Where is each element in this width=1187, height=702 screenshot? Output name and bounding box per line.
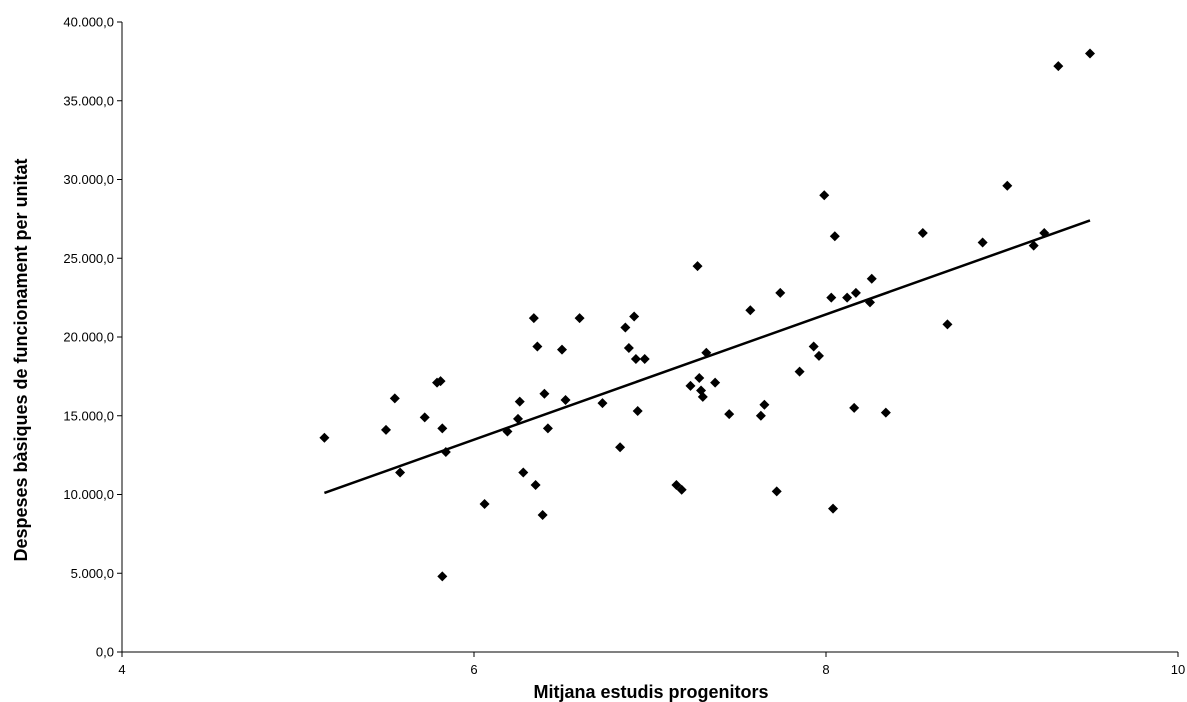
data-point: [880, 407, 891, 418]
data-point: [745, 305, 756, 316]
data-point: [528, 313, 539, 324]
data-point: [917, 228, 928, 239]
data-point: [826, 292, 837, 303]
y-axis-title: Despeses bàsiques de funcionament per un…: [11, 158, 31, 561]
data-point: [530, 480, 541, 491]
y-tick-label: 30.000,0: [63, 172, 114, 187]
y-tick-label: 10.000,0: [63, 487, 114, 502]
data-point: [537, 509, 548, 520]
data-point: [866, 273, 877, 284]
data-point: [794, 366, 805, 377]
data-point: [597, 398, 608, 409]
data-point: [828, 503, 839, 514]
data-point: [381, 424, 391, 435]
y-tick-label: 20.000,0: [63, 330, 114, 345]
data-point: [775, 287, 786, 298]
data-point: [514, 396, 525, 407]
data-point: [513, 413, 523, 424]
data-point: [1028, 240, 1039, 251]
data-point: [560, 395, 571, 405]
data-point: [639, 354, 650, 365]
data-point: [395, 467, 406, 478]
ticks: 0,0 5.000,0 10.000,0 15.000,0 20.000,0 25.000…: [63, 15, 1185, 678]
data-point: [694, 372, 705, 383]
x-axis-title: Mitjana estudis progenitors: [533, 682, 768, 702]
data-point: [319, 432, 330, 443]
axes: [121, 22, 1178, 653]
data-point: [437, 423, 448, 434]
data-point: [1002, 180, 1013, 191]
data-point: [819, 190, 830, 201]
x-tick-label: 10: [1171, 662, 1185, 677]
data-point: [557, 344, 567, 355]
data-point: [1053, 61, 1064, 72]
data-point: [629, 311, 640, 322]
data-point: [755, 410, 766, 421]
y-tick-label: 35.000,0: [63, 93, 114, 108]
data-point: [630, 354, 641, 365]
data-point: [419, 412, 430, 423]
data-point: [542, 423, 553, 434]
x-tick-label: 6: [470, 662, 477, 677]
data-point: [620, 322, 631, 333]
y-tick-label: 0,0: [96, 645, 114, 660]
data-point: [623, 343, 634, 354]
data-points: [319, 48, 1095, 582]
data-point: [724, 409, 735, 420]
data-point: [771, 486, 782, 497]
data-point: [539, 388, 550, 399]
data-point: [1085, 48, 1095, 59]
data-point: [437, 571, 448, 582]
y-tick-label: 5.000,0: [71, 566, 114, 581]
trendline-group: [323, 219, 1091, 495]
y-tick-label: 25.000,0: [63, 251, 114, 266]
data-point: [692, 261, 703, 272]
data-point: [574, 313, 585, 324]
data-point: [479, 498, 490, 509]
data-point: [850, 287, 861, 298]
data-point: [685, 380, 696, 391]
data-point: [435, 376, 446, 387]
data-point: [710, 377, 721, 388]
data-point: [849, 402, 860, 413]
data-point: [518, 467, 529, 478]
data-point: [808, 341, 819, 352]
data-point: [671, 480, 682, 491]
data-point: [532, 341, 543, 352]
data-point: [615, 442, 626, 453]
data-point: [632, 406, 643, 417]
data-point: [829, 231, 840, 242]
y-tick-label: 15.000,0: [63, 408, 114, 423]
data-point: [676, 484, 687, 495]
trendline: [323, 219, 1091, 495]
x-tick-label: 8: [822, 662, 829, 677]
data-point: [942, 319, 953, 330]
data-point: [842, 292, 853, 303]
data-point: [813, 350, 824, 361]
data-point: [697, 391, 708, 402]
y-tick-label: 40.000,0: [63, 15, 114, 30]
data-point: [759, 399, 770, 410]
data-point: [389, 393, 400, 404]
x-tick-label: 4: [118, 662, 125, 677]
data-point: [977, 237, 988, 248]
